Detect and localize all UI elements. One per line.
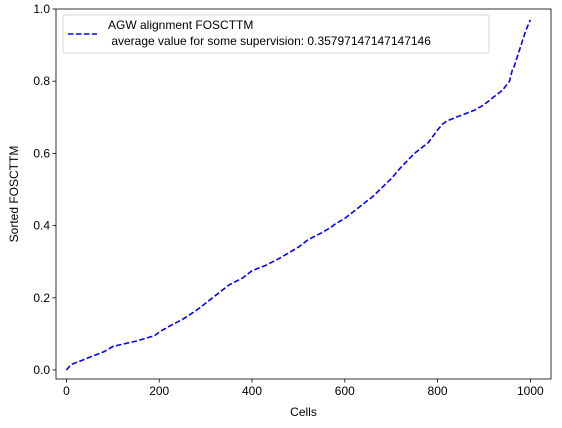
x-axis-label: Cells [290, 405, 317, 419]
plot-area: 0 200 400 600 800 1000 0.0 0.2 0.4 0.6 0.8 1.0 [33, 2, 552, 398]
legend-label-title: AGW alignment FOSCTTM [108, 18, 253, 32]
x-tick-label: 600 [335, 384, 355, 398]
x-tick-label: 1000 [517, 384, 544, 398]
y-tick-label: 1.0 [33, 2, 50, 16]
series-line [65, 19, 532, 371]
y-tick-label: 0.6 [33, 146, 50, 160]
x-tick-label: 400 [242, 384, 262, 398]
x-tick-label: 0 [63, 384, 70, 398]
legend-label-average: average value for some supervision: 0.35… [108, 34, 431, 48]
x-axis-ticks: 0 200 400 600 800 1000 [63, 379, 544, 398]
y-axis-label: Sorted FOSCTTM [7, 146, 21, 243]
y-axis-ticks: 0.0 0.2 0.4 0.6 0.8 1.0 [33, 2, 56, 377]
legend: AGW alignment FOSCTTM average value for … [62, 14, 490, 54]
y-tick-label: 0.8 [33, 74, 50, 88]
x-tick-label: 800 [428, 384, 448, 398]
y-tick-label: 0.4 [33, 219, 50, 233]
legend-box [62, 14, 490, 54]
y-tick-label: 0.0 [33, 363, 50, 377]
axes-frame [55, 8, 552, 380]
series-layer [65, 19, 532, 371]
y-tick-label: 0.2 [33, 291, 50, 305]
x-tick-label: 200 [149, 384, 169, 398]
